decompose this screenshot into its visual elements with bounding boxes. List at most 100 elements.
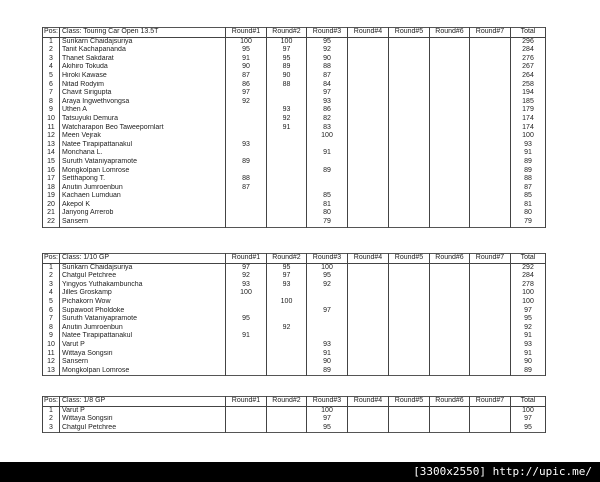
round-6-score <box>429 349 470 359</box>
table-row: 21 Janyong Arrerob 80 80 <box>42 209 546 219</box>
round-1-score: 97 <box>225 263 267 273</box>
round-4-score <box>347 289 389 298</box>
round-2-score <box>266 97 307 107</box>
total-score: 292 <box>510 263 546 273</box>
round-7-score <box>469 272 511 281</box>
total-score: 97 <box>510 306 546 316</box>
round-7-score <box>469 166 511 176</box>
round-header: Round#2 <box>266 253 307 264</box>
total-score: 89 <box>510 157 546 167</box>
driver-name: Monchana L. <box>59 149 226 158</box>
round-header: Round#3 <box>306 396 348 407</box>
round-3-score: 95 <box>306 423 348 433</box>
round-4-score <box>347 209 389 219</box>
round-7-score <box>469 140 511 150</box>
pos-cell: 2 <box>42 415 60 424</box>
table-row: 8 Araya Ingwethvongsa 92 93 185 <box>42 97 546 107</box>
round-2-score <box>266 340 307 350</box>
round-6-score <box>429 358 470 367</box>
round-5-score <box>388 280 430 290</box>
round-5-score <box>388 54 430 64</box>
round-7-score <box>469 175 511 184</box>
round-5-score <box>388 97 430 107</box>
driver-name: Varut P <box>59 406 226 416</box>
table-row: 19 Kachaen Lumduan 85 85 <box>42 192 546 201</box>
round-2-score <box>266 358 307 367</box>
round-5-score <box>388 183 430 193</box>
round-5-score <box>388 315 430 324</box>
round-6-score <box>429 340 470 350</box>
round-5-score <box>388 106 430 115</box>
round-3-score: 90 <box>306 358 348 367</box>
driver-name: Wittaya Songsiri <box>59 349 226 359</box>
pos-cell: 1 <box>42 406 60 416</box>
round-header: Round#7 <box>469 253 511 264</box>
round-3-score: 100 <box>306 263 348 273</box>
round-7-score <box>469 192 511 201</box>
round-3-score: 100 <box>306 132 348 141</box>
round-header: Round#6 <box>429 27 470 38</box>
round-6-score <box>429 280 470 290</box>
round-1-score: 88 <box>225 175 267 184</box>
round-header: Round#2 <box>266 27 307 38</box>
round-5-score <box>388 209 430 219</box>
round-1-score: 86 <box>225 80 267 90</box>
round-1-score: 92 <box>225 97 267 107</box>
pos-cell: 11 <box>42 123 60 133</box>
round-6-score <box>429 218 470 228</box>
round-3-score: 91 <box>306 349 348 359</box>
round-2-score <box>266 332 307 341</box>
total-score: 276 <box>510 54 546 64</box>
total-score: 88 <box>510 175 546 184</box>
round-2-score <box>266 149 307 158</box>
round-7-score <box>469 340 511 350</box>
pos-cell: 13 <box>42 366 60 376</box>
round-2-score <box>266 423 307 433</box>
pos-cell: 18 <box>42 183 60 193</box>
driver-name: Meen Vejrak <box>59 132 226 141</box>
round-header: Round#4 <box>347 253 389 264</box>
pos-cell: 9 <box>42 106 60 115</box>
round-1-score <box>225 349 267 359</box>
driver-name: Surikarn Chaidajsuriya <box>59 263 226 273</box>
round-5-score <box>388 218 430 228</box>
round-3-score: 79 <box>306 218 348 228</box>
table-row: 1 Surikarn Chaidajsuriya 100 100 95 296 <box>42 37 546 47</box>
round-7-score <box>469 46 511 55</box>
driver-name: Hiroki Kawase <box>59 71 226 81</box>
round-2-score: 91 <box>266 123 307 133</box>
table-row: 11 Wittaya Songsiri 91 91 <box>42 349 546 359</box>
table-row: 13 Natee Tirapipattanakul 93 93 <box>42 140 546 150</box>
round-1-score <box>225 132 267 141</box>
driver-name: Akihiro Tokuda <box>59 63 226 72</box>
round-1-score <box>225 166 267 176</box>
round-3-score: 81 <box>306 200 348 210</box>
round-7-score <box>469 114 511 124</box>
round-3-score: 85 <box>306 192 348 201</box>
round-6-score <box>429 166 470 176</box>
round-7-score <box>469 323 511 333</box>
round-2-score: 95 <box>266 263 307 273</box>
table-row: 3 Thanet Sakdarat 91 95 90 276 <box>42 54 546 64</box>
round-header: Round#5 <box>388 27 430 38</box>
round-3-score: 92 <box>306 46 348 55</box>
round-1-score <box>225 306 267 316</box>
round-1-score: 92 <box>225 272 267 281</box>
round-1-score <box>225 192 267 201</box>
round-2-score: 100 <box>266 37 307 47</box>
pos-cell: 6 <box>42 80 60 90</box>
pos-cell: 22 <box>42 218 60 228</box>
round-6-score <box>429 37 470 47</box>
round-4-score <box>347 97 389 107</box>
round-3-score <box>306 183 348 193</box>
round-7-score <box>469 149 511 158</box>
round-1-score <box>225 406 267 416</box>
table-row: 16 Mongkolpan Lomrose 89 89 <box>42 166 546 176</box>
round-5-score <box>388 297 430 307</box>
driver-name: Chavit Sirigupta <box>59 89 226 98</box>
total-score: 278 <box>510 280 546 290</box>
round-5-score <box>388 306 430 316</box>
table-row: 7 Chavit Sirigupta 97 97 194 <box>42 89 546 98</box>
total-score: 93 <box>510 140 546 150</box>
total-score: 89 <box>510 366 546 376</box>
